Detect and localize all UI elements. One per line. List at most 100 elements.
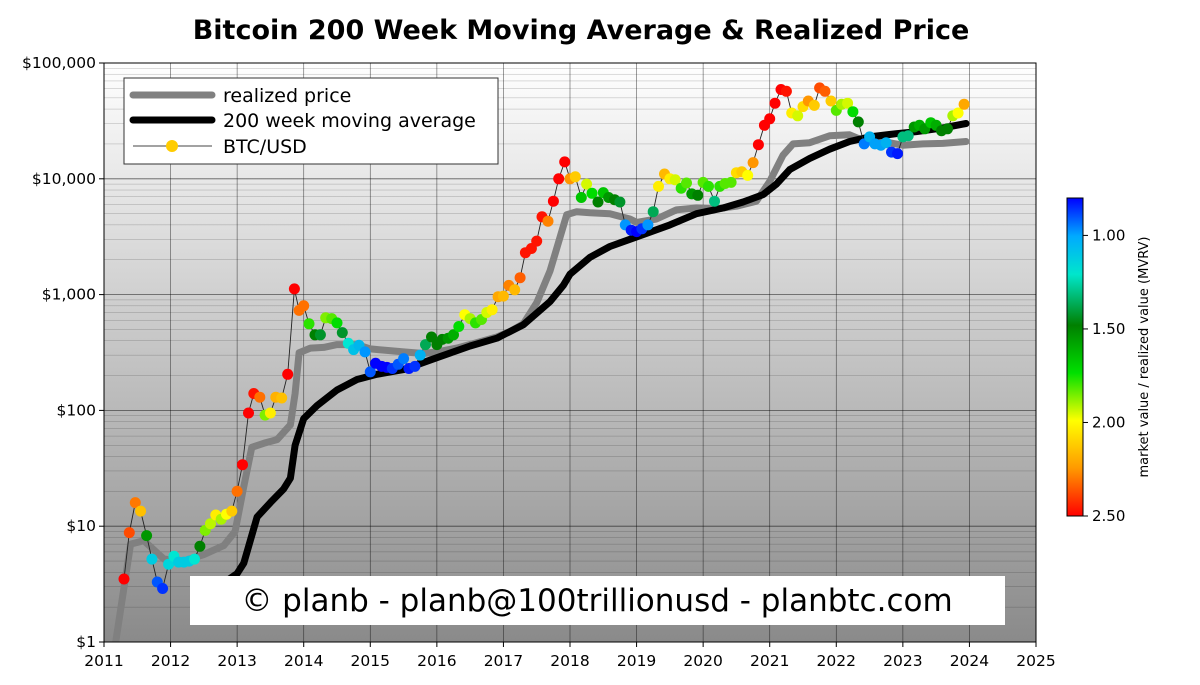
- btc-usd-marker: [709, 195, 720, 207]
- btc-usd-marker: [486, 304, 498, 316]
- btc-usd-marker: [819, 85, 831, 97]
- x-tick-label: 2022: [817, 652, 856, 670]
- btc-usd-marker: [842, 97, 854, 109]
- btc-usd-marker: [553, 173, 565, 185]
- y-axis: $1 $10 $100 $1,000 $10,000 $100,000: [22, 54, 104, 651]
- btc-usd-marker: [531, 235, 543, 247]
- btc-usd-marker: [642, 219, 654, 231]
- btc-usd-marker: [453, 321, 465, 332]
- watermark-text: © planb - planb@100trillionusd - planbtc…: [241, 583, 952, 619]
- colorbar-tick-label: 1.00: [1092, 226, 1125, 244]
- btc-usd-marker: [669, 174, 681, 186]
- x-tick-label: 2011: [84, 652, 123, 670]
- btc-usd-marker: [581, 178, 593, 190]
- btc-usd-marker: [146, 553, 158, 565]
- btc-usd-marker: [942, 123, 953, 135]
- x-tick-label: 2015: [351, 652, 390, 670]
- btc-usd-marker: [653, 180, 664, 192]
- btc-usd-marker: [586, 187, 598, 199]
- colorbar-ticks: 1.00 1.50 2.00 2.50: [1083, 226, 1125, 525]
- chart-title: Bitcoin 200 Week Moving Average & Realiz…: [193, 15, 970, 46]
- x-tick-label: 2020: [683, 652, 722, 670]
- btc-usd-marker: [157, 583, 169, 594]
- btc-usd-marker: [825, 95, 837, 107]
- watermark-box: [190, 576, 1005, 625]
- legend: realized price 200 week moving average B…: [123, 77, 499, 165]
- x-tick-label: 2012: [151, 652, 190, 670]
- x-tick-label: 2017: [484, 652, 523, 670]
- btc-usd-marker: [902, 130, 914, 142]
- btc-usd-marker: [254, 391, 266, 403]
- btc-usd-marker: [958, 98, 970, 110]
- btc-usd-marker: [952, 107, 964, 119]
- btc-usd-marker: [288, 283, 300, 295]
- btc-usd-marker: [118, 573, 130, 585]
- x-tick-label: 2016: [417, 652, 456, 670]
- y-tick-label: $1,000: [42, 286, 96, 304]
- btc-usd-marker: [243, 407, 254, 419]
- btc-usd-marker: [298, 300, 310, 312]
- btc-usd-marker: [497, 290, 509, 302]
- btc-usd-marker: [448, 329, 459, 341]
- x-tick-label: 2024: [950, 652, 989, 670]
- btc-usd-marker: [647, 206, 659, 218]
- btc-usd-marker: [426, 331, 437, 343]
- x-tick-label: 2023: [883, 652, 922, 670]
- colorbar-tick-label: 2.00: [1092, 413, 1125, 431]
- btc-usd-marker: [542, 215, 554, 227]
- btc-usd-marker: [420, 339, 431, 351]
- btc-usd-marker: [129, 497, 141, 509]
- colorbar-tick-label: 1.50: [1092, 320, 1125, 338]
- ma-200-week-line: [223, 120, 970, 584]
- watermark: © planb - planb@100trillionusd - planbtc…: [190, 576, 1005, 625]
- btc-usd-marker: [264, 407, 276, 419]
- btc-usd-marker: [226, 505, 238, 517]
- btc-usd-marker: [282, 368, 294, 380]
- btc-usd-marker: [398, 353, 410, 365]
- btc-usd-marker: [194, 540, 206, 552]
- btc-usd-marker: [792, 110, 804, 122]
- btc-usd-marker: [509, 284, 521, 296]
- legend-label-realized-price: realized price: [223, 85, 351, 107]
- x-tick-label: 2019: [617, 652, 656, 670]
- btc-usd-marker: [547, 195, 559, 207]
- btc-usd-marker: [614, 196, 626, 208]
- btc-usd-marker: [409, 360, 421, 372]
- btc-usd-marker: [575, 192, 587, 203]
- x-tick-label: 2014: [284, 652, 323, 670]
- legend-label-200-week-ma: 200 week moving average: [223, 110, 476, 132]
- btc-usd-marker: [747, 157, 759, 169]
- colorbar-title: market value / realized value (MVRV): [1137, 237, 1152, 478]
- x-tick-label: 2021: [750, 652, 789, 670]
- btc-usd-marker: [752, 139, 764, 151]
- btc-usd-marker: [681, 177, 692, 189]
- btc-usd-marker: [331, 317, 343, 329]
- x-tick-label: 2025: [1016, 652, 1055, 670]
- colorbar-gradient: [1066, 197, 1084, 517]
- btc-usd-marker: [569, 171, 581, 183]
- btc-usd-marker: [189, 553, 200, 565]
- btc-usd-marker: [364, 366, 376, 378]
- btc-usd-marker: [725, 176, 737, 188]
- btc-usd-marker: [237, 459, 248, 471]
- btc-usd-marker: [559, 156, 571, 168]
- colorbar: 1.00 1.50 2.00 2.50 market value / realized…: [1066, 197, 1152, 525]
- btc-usd-marker: [205, 518, 216, 530]
- btc-usd-marker: [359, 346, 371, 358]
- x-axis: 2011 2012 2013 2014 2015 2016 2017 2018 2019 2020…: [84, 642, 1056, 670]
- colorbar-tick-label: 2.50: [1092, 507, 1125, 525]
- btc-usd-marker: [847, 106, 859, 118]
- btc-usd-marker: [703, 180, 714, 192]
- btc-usd-marker: [231, 485, 243, 497]
- btc-usd-marker: [141, 530, 153, 542]
- y-tick-label: $100: [57, 401, 96, 419]
- y-tick-label: $100,000: [22, 54, 96, 72]
- btc-usd-marker: [276, 392, 288, 404]
- legend-swatch-btc-marker: [166, 140, 178, 152]
- btc-usd-marker: [764, 113, 776, 125]
- y-tick-label: $10: [66, 517, 96, 535]
- btc-usd-markers: [118, 82, 970, 594]
- btc-usd-marker: [314, 329, 326, 341]
- btc-usd-marker: [414, 349, 426, 361]
- x-tick-label: 2018: [550, 652, 589, 670]
